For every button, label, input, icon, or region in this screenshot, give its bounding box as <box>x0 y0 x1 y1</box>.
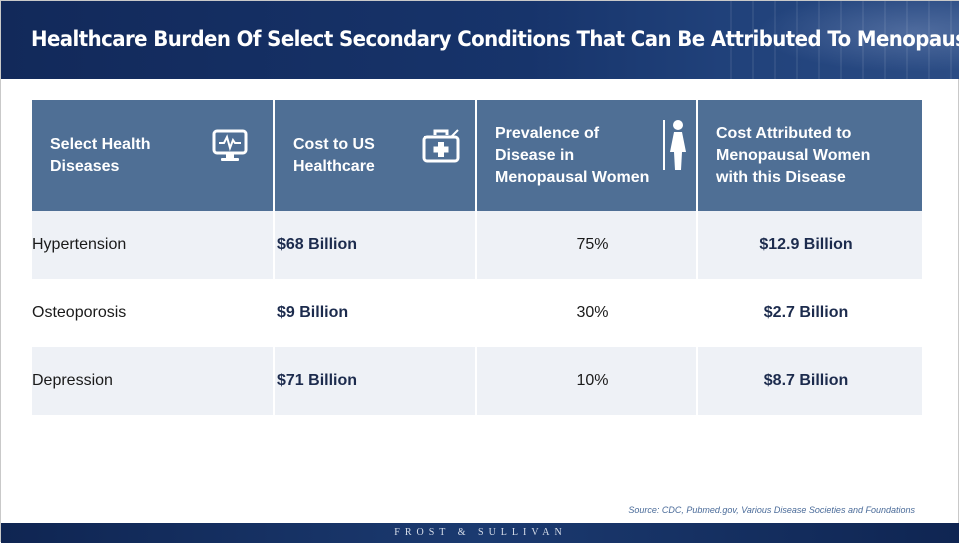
source-note: Source: CDC, Pubmed.gov, Various Disease… <box>628 505 915 515</box>
prevalence-value: 30% <box>477 279 698 347</box>
prevalence-value: 75% <box>477 211 698 279</box>
medical-kit-icon <box>421 127 461 170</box>
header-cell-diseases: Select Health Diseases <box>32 100 275 211</box>
disease-name: Depression <box>32 347 275 415</box>
slide-title: Healthcare Burden Of Select Secondary Co… <box>31 27 959 51</box>
header-label: Select Health Diseases <box>50 135 151 175</box>
prevalence-value: 10% <box>477 347 698 415</box>
title-bar: Healthcare Burden Of Select Secondary Co… <box>1 1 959 79</box>
footer-bar: FROST & SULLIVAN <box>1 523 959 543</box>
cost-value: $71 Billion <box>275 347 477 415</box>
attributed-cost-value: $2.7 Billion <box>763 304 849 321</box>
woman-icon <box>661 118 689 181</box>
attributed-cost-value: $8.7 Billion <box>698 347 922 415</box>
header-label: Prevalence of Disease in Menopausal Wome… <box>495 124 650 186</box>
disease-name: Hypertension <box>32 211 275 279</box>
header-cell-cost: Cost to US Healthcare <box>275 100 477 211</box>
header-cell-attributed: Cost Attributed to Menopausal Women with… <box>698 100 922 211</box>
header-cell-prevalence: Prevalence of Disease in Menopausal Wome… <box>477 100 698 211</box>
table-row: Hypertension $68 Billion 75% $12.9 Billi… <box>32 211 922 279</box>
table-row: Depression $71 Billion 10% $8.7 Billion <box>32 347 922 415</box>
table-row: Osteoporosis $9 Billion 30% $2.7 Billion <box>32 279 922 347</box>
header-label: Cost to US Healthcare <box>293 135 375 175</box>
disease-name: Osteoporosis <box>32 279 275 347</box>
footer-logo-text: FROST & SULLIVAN <box>394 527 567 538</box>
heart-monitor-icon <box>212 128 248 171</box>
data-table: Select Health Diseases Cost to US Health… <box>32 100 922 415</box>
table-header-row: Select Health Diseases Cost to US Health… <box>32 100 922 211</box>
cost-value: $9 Billion <box>275 279 477 347</box>
attributed-cost-value: $12.9 Billion <box>698 211 922 279</box>
header-label: Cost Attributed to Menopausal Women with… <box>716 124 871 186</box>
cost-value: $68 Billion <box>275 211 477 279</box>
